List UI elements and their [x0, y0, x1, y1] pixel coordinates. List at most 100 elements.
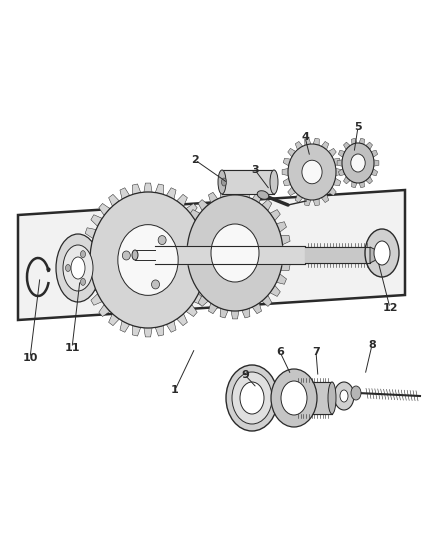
Polygon shape [184, 222, 194, 232]
Polygon shape [177, 195, 187, 206]
Polygon shape [85, 281, 96, 292]
Polygon shape [337, 160, 342, 166]
Ellipse shape [152, 280, 159, 289]
Polygon shape [85, 228, 96, 238]
Text: 8: 8 [368, 340, 376, 350]
Ellipse shape [63, 245, 93, 291]
Polygon shape [343, 142, 350, 150]
Polygon shape [194, 294, 205, 305]
Text: 3: 3 [251, 165, 259, 175]
Polygon shape [281, 236, 290, 245]
Polygon shape [336, 168, 342, 175]
Polygon shape [82, 269, 92, 278]
Polygon shape [208, 192, 218, 203]
Polygon shape [184, 274, 194, 284]
Polygon shape [283, 178, 291, 186]
Polygon shape [242, 188, 250, 198]
Ellipse shape [211, 224, 259, 282]
Polygon shape [206, 255, 215, 265]
Polygon shape [276, 222, 286, 232]
Polygon shape [321, 195, 329, 203]
Polygon shape [276, 274, 286, 284]
Polygon shape [208, 303, 218, 314]
Polygon shape [120, 188, 130, 199]
Ellipse shape [122, 251, 131, 260]
Polygon shape [186, 304, 197, 317]
Polygon shape [328, 187, 336, 196]
Polygon shape [338, 150, 345, 157]
Polygon shape [91, 215, 102, 227]
Ellipse shape [240, 382, 264, 414]
Ellipse shape [158, 236, 166, 245]
Ellipse shape [374, 241, 390, 265]
Polygon shape [200, 228, 211, 238]
Polygon shape [281, 261, 290, 271]
Ellipse shape [342, 143, 374, 183]
Polygon shape [82, 242, 92, 252]
Polygon shape [231, 311, 239, 319]
Ellipse shape [226, 365, 278, 431]
Polygon shape [190, 285, 200, 296]
Ellipse shape [288, 144, 336, 200]
Polygon shape [179, 248, 187, 257]
Ellipse shape [81, 251, 85, 257]
Polygon shape [186, 204, 197, 215]
Polygon shape [283, 158, 291, 166]
Polygon shape [91, 294, 102, 305]
Polygon shape [144, 183, 152, 192]
Polygon shape [305, 199, 311, 206]
Polygon shape [313, 199, 319, 206]
Polygon shape [132, 184, 141, 195]
Polygon shape [333, 158, 341, 166]
Ellipse shape [56, 234, 100, 302]
Ellipse shape [365, 229, 399, 277]
Polygon shape [370, 247, 380, 263]
Polygon shape [109, 314, 119, 326]
Polygon shape [252, 303, 261, 314]
Ellipse shape [334, 382, 354, 410]
Polygon shape [220, 188, 228, 198]
Polygon shape [220, 308, 228, 318]
Polygon shape [305, 138, 311, 146]
Polygon shape [313, 138, 319, 146]
Polygon shape [242, 308, 250, 318]
Polygon shape [198, 199, 208, 211]
Ellipse shape [222, 178, 226, 186]
Text: 6: 6 [276, 347, 284, 357]
Polygon shape [198, 295, 208, 306]
Ellipse shape [351, 386, 361, 400]
Polygon shape [204, 269, 214, 278]
Ellipse shape [351, 154, 365, 172]
Polygon shape [371, 168, 378, 176]
Polygon shape [155, 326, 164, 336]
Ellipse shape [302, 160, 322, 184]
Polygon shape [18, 190, 405, 320]
Ellipse shape [90, 192, 206, 328]
Ellipse shape [340, 390, 348, 402]
Polygon shape [359, 138, 364, 144]
Polygon shape [190, 209, 200, 221]
Ellipse shape [81, 278, 85, 285]
Ellipse shape [232, 372, 272, 424]
Ellipse shape [328, 382, 336, 414]
Polygon shape [366, 176, 372, 184]
Polygon shape [166, 321, 176, 332]
Polygon shape [144, 328, 152, 337]
Text: 10: 10 [22, 353, 38, 363]
Text: 1: 1 [171, 385, 179, 395]
Polygon shape [359, 182, 364, 188]
Polygon shape [120, 321, 130, 332]
Text: 5: 5 [354, 122, 362, 132]
Ellipse shape [132, 250, 138, 260]
Ellipse shape [218, 170, 226, 194]
Ellipse shape [118, 224, 178, 295]
Polygon shape [200, 281, 211, 292]
Ellipse shape [271, 369, 317, 427]
Ellipse shape [270, 170, 278, 194]
Polygon shape [166, 188, 176, 199]
Polygon shape [262, 199, 272, 211]
Polygon shape [338, 168, 345, 176]
Text: 9: 9 [241, 370, 249, 380]
Polygon shape [352, 182, 357, 188]
Ellipse shape [66, 264, 71, 271]
